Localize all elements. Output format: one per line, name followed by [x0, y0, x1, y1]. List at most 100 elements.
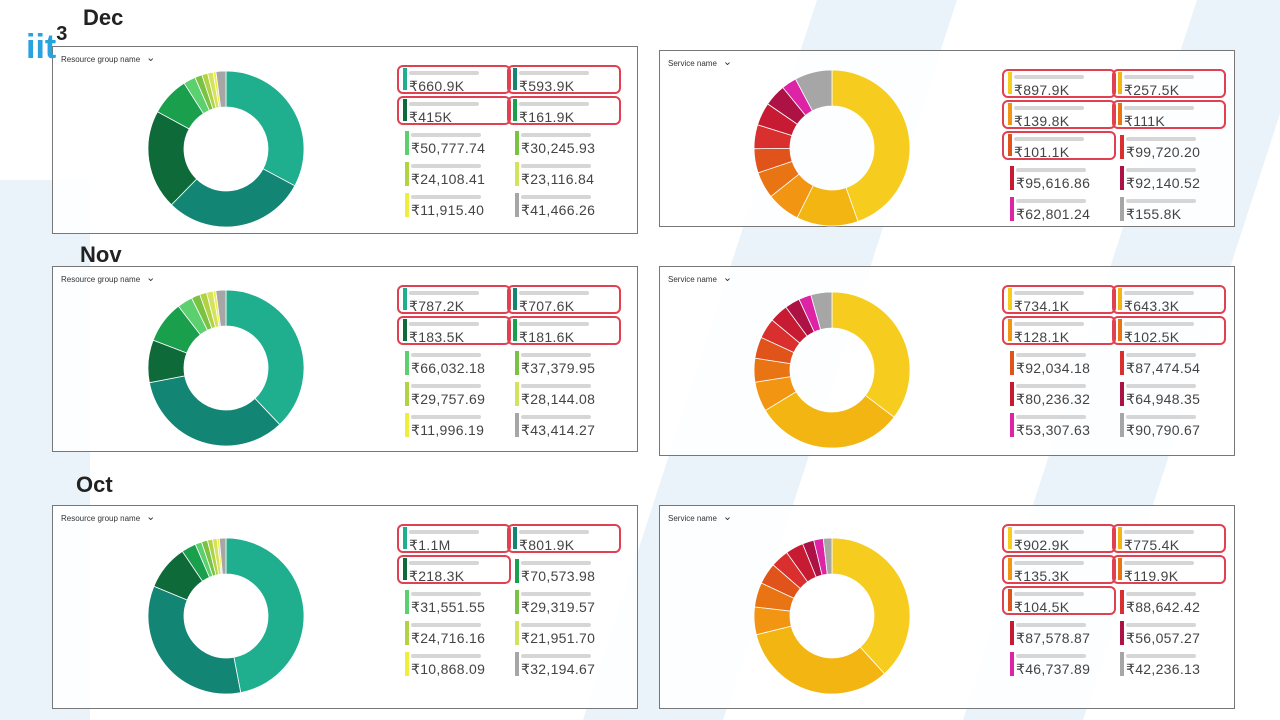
legend-value: ₹21,951.70: [521, 630, 596, 646]
legend-item[interactable]: ₹183.5K: [397, 316, 511, 345]
legend-item[interactable]: ₹31,551.55: [403, 588, 513, 617]
legend-item[interactable]: ₹64,948.35: [1118, 380, 1228, 409]
legend-item[interactable]: ₹902.9K: [1002, 524, 1116, 553]
legend-item[interactable]: ₹104.5K: [1002, 586, 1116, 615]
legend-swatch: [515, 382, 519, 406]
legend-swatch: [403, 99, 407, 121]
legend-item[interactable]: ₹161.9K: [507, 96, 621, 125]
legend-swatch: [515, 413, 519, 437]
legend-item[interactable]: ₹1.1M: [397, 524, 511, 553]
filter-dropdown[interactable]: Resource group name ⌄: [61, 52, 155, 65]
legend-item[interactable]: ₹41,466.26: [513, 191, 623, 220]
legend-label-blurred: [521, 384, 591, 388]
service-cost-panel: Service name ⌄ ₹897.9K ₹139.8K ₹101.1K ₹95,61…: [659, 50, 1235, 227]
legend-item[interactable]: ₹139.8K: [1002, 100, 1116, 129]
legend-value: ₹28,144.08: [521, 391, 596, 407]
donut-slice[interactable]: [218, 537, 227, 575]
donut-slice[interactable]: [810, 291, 833, 331]
chart-legend: ₹787.2K ₹183.5K ₹66,032.18 ₹29,757.69 ₹11,99…: [397, 285, 623, 442]
legend-item[interactable]: ₹32,194.67: [513, 650, 623, 679]
donut-slice[interactable]: [755, 625, 885, 695]
legend-item[interactable]: ₹99,720.20: [1118, 133, 1228, 162]
legend-item[interactable]: ₹734.1K: [1002, 285, 1116, 314]
legend-item[interactable]: ₹90,790.67: [1118, 411, 1228, 440]
legend-item[interactable]: ₹92,034.18: [1008, 349, 1118, 378]
legend-item[interactable]: ₹46,737.89: [1008, 650, 1118, 679]
legend-item[interactable]: ₹897.9K: [1002, 69, 1116, 98]
legend-item[interactable]: ₹415K: [397, 96, 511, 125]
legend-label-blurred: [1016, 353, 1086, 357]
legend-item[interactable]: ₹101.1K: [1002, 131, 1116, 160]
legend-item[interactable]: ₹56,057.27: [1118, 619, 1228, 648]
legend-item[interactable]: ₹102.5K: [1112, 316, 1226, 345]
legend-item[interactable]: ₹80,236.32: [1008, 380, 1118, 409]
filter-dropdown[interactable]: Service name ⌄: [668, 56, 732, 69]
legend-swatch: [1118, 558, 1122, 580]
legend-item[interactable]: ₹775.4K: [1112, 524, 1226, 553]
legend-item[interactable]: ₹181.6K: [507, 316, 621, 345]
legend-item[interactable]: ₹11,996.19: [403, 411, 513, 440]
donut-slice[interactable]: [147, 585, 242, 695]
filter-dropdown[interactable]: Resource group name ⌄: [61, 272, 155, 285]
legend-item[interactable]: ₹119.9K: [1112, 555, 1226, 584]
legend-item[interactable]: ₹92,140.52: [1118, 164, 1228, 193]
legend-item[interactable]: ₹128.1K: [1002, 316, 1116, 345]
donut-slice[interactable]: [831, 537, 911, 675]
legend-item[interactable]: ₹42,236.13: [1118, 650, 1228, 679]
legend-item[interactable]: ₹66,032.18: [403, 349, 513, 378]
service-cost-panel: Service name ⌄ ₹902.9K ₹135.3K ₹104.5K ₹87,57…: [659, 505, 1235, 709]
legend-item[interactable]: ₹660.9K: [397, 65, 511, 94]
donut-slice[interactable]: [170, 168, 296, 228]
legend-item[interactable]: ₹29,757.69: [403, 380, 513, 409]
legend-item[interactable]: ₹88,642.42: [1118, 588, 1228, 617]
legend-item[interactable]: ₹28,144.08: [513, 380, 623, 409]
legend-value: ₹775.4K: [1124, 537, 1180, 553]
legend-item[interactable]: ₹87,474.54: [1118, 349, 1228, 378]
legend-item[interactable]: ₹787.2K: [397, 285, 511, 314]
donut-slice[interactable]: [215, 289, 227, 327]
legend-label-blurred: [519, 291, 589, 295]
donut-slice[interactable]: [764, 391, 895, 449]
donut-slice[interactable]: [225, 289, 305, 426]
donut-slice[interactable]: [831, 291, 911, 418]
legend-item[interactable]: ₹62,801.24: [1008, 195, 1118, 224]
legend-item[interactable]: ₹87,578.87: [1008, 619, 1118, 648]
legend-value: ₹155.8K: [1126, 206, 1182, 222]
legend-item[interactable]: ₹10,868.09: [403, 650, 513, 679]
filter-dropdown[interactable]: Service name ⌄: [668, 511, 732, 524]
legend-item[interactable]: ₹30,245.93: [513, 129, 623, 158]
legend-item[interactable]: ₹593.9K: [507, 65, 621, 94]
legend-item[interactable]: ₹707.6K: [507, 285, 621, 314]
legend-item[interactable]: ₹53,307.63: [1008, 411, 1118, 440]
legend-item[interactable]: ₹801.9K: [507, 524, 621, 553]
legend-item[interactable]: ₹95,616.86: [1008, 164, 1118, 193]
legend-item[interactable]: ₹135.3K: [1002, 555, 1116, 584]
donut-slice[interactable]: [148, 375, 281, 447]
donut-slice[interactable]: [225, 70, 305, 187]
donut-slice[interactable]: [822, 537, 833, 575]
legend-item[interactable]: ₹29,319.57: [513, 588, 623, 617]
legend-item[interactable]: ₹257.5K: [1112, 69, 1226, 98]
legend-item[interactable]: ₹111K: [1112, 100, 1226, 129]
filter-dropdown[interactable]: Resource group name ⌄: [61, 511, 155, 524]
legend-item[interactable]: ₹50,777.74: [403, 129, 513, 158]
legend-item[interactable]: ₹11,915.40: [403, 191, 513, 220]
legend-item[interactable]: ₹218.3K: [397, 555, 511, 584]
legend-item[interactable]: ₹23,116.84: [513, 160, 623, 189]
legend-item[interactable]: ₹37,379.95: [513, 349, 623, 378]
legend-value: ₹92,034.18: [1016, 360, 1091, 376]
legend-item[interactable]: ₹21,951.70: [513, 619, 623, 648]
donut-slice[interactable]: [831, 69, 911, 222]
legend-item[interactable]: ₹43,414.27: [513, 411, 623, 440]
legend-item[interactable]: ₹643.3K: [1112, 285, 1226, 314]
donut-slice[interactable]: [215, 70, 227, 108]
legend-item[interactable]: ₹24,108.41: [403, 160, 513, 189]
legend-value: ₹102.5K: [1124, 329, 1180, 345]
filter-label: Resource group name: [61, 514, 141, 523]
donut-slice[interactable]: [225, 537, 305, 694]
filter-dropdown[interactable]: Service name ⌄: [668, 272, 732, 285]
legend-item[interactable]: ₹24,716.16: [403, 619, 513, 648]
donut-slice[interactable]: [795, 69, 833, 111]
legend-item[interactable]: ₹70,573.98: [513, 557, 623, 586]
legend-item[interactable]: ₹155.8K: [1118, 195, 1228, 224]
